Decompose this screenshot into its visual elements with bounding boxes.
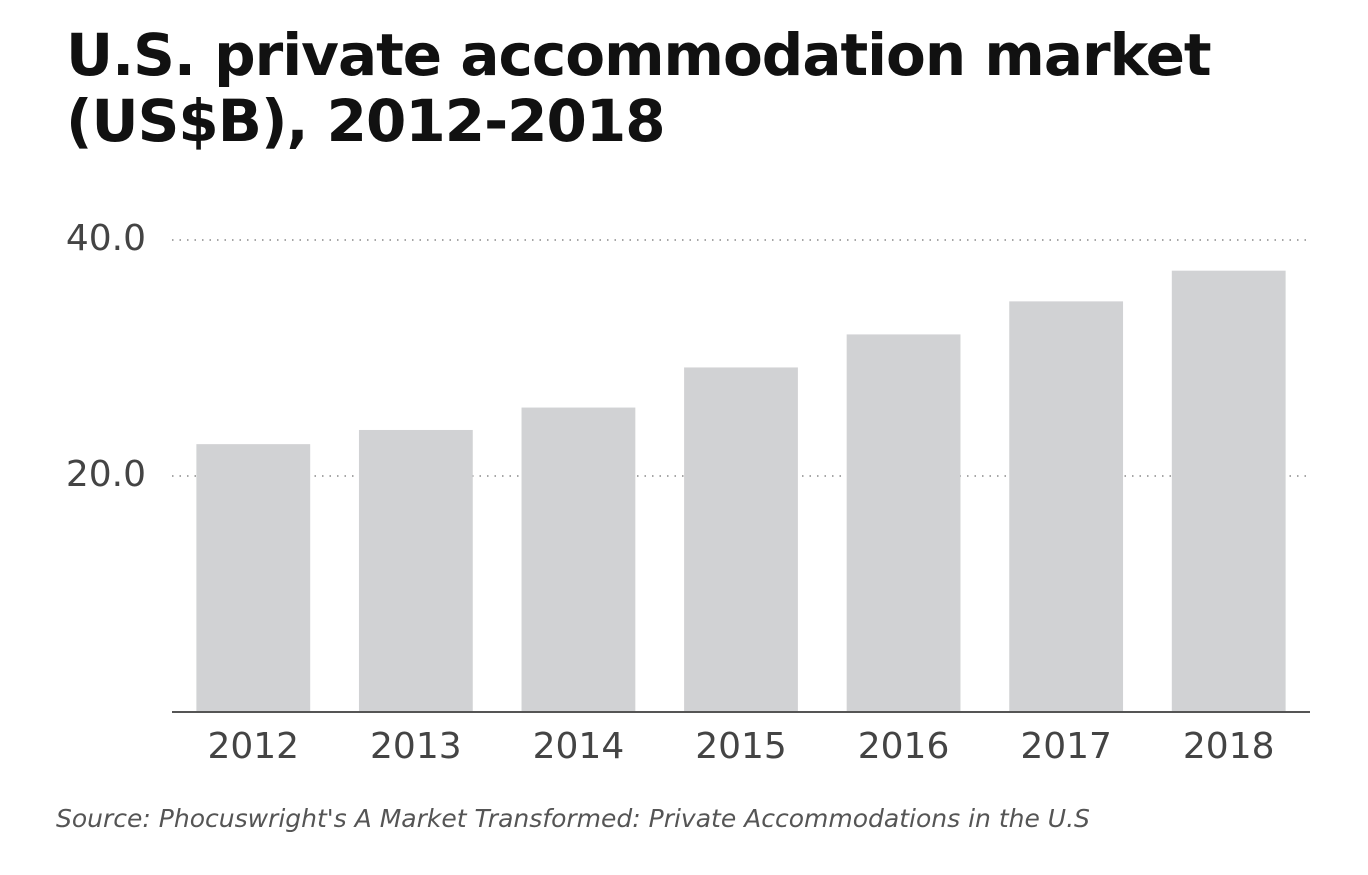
x-tick-label: 2016 <box>858 726 950 767</box>
source-note: Source: Phocuswright's A Market Transfor… <box>56 804 1090 833</box>
bar <box>521 407 636 712</box>
x-tick-label: 2015 <box>695 726 787 767</box>
x-tick-label: 2014 <box>533 726 625 767</box>
x-tick-label: 2017 <box>1020 726 1112 767</box>
bar <box>846 334 961 712</box>
bar <box>684 367 798 712</box>
x-tick-label: 2012 <box>207 726 299 767</box>
y-tick-label: 20.0 <box>66 454 146 495</box>
bar <box>358 429 473 712</box>
y-tick-label: 40.0 <box>66 218 146 259</box>
bar <box>1009 301 1124 712</box>
bar <box>1171 270 1286 712</box>
chart: 20.0 40.0 2012 2013 2014 2015 2016 2017 2018 <box>66 218 1310 767</box>
chart-title: U.S. private accommodation market (US$B)… <box>66 21 1212 155</box>
x-tick-label: 2018 <box>1183 726 1275 767</box>
bar <box>196 444 311 712</box>
x-tick-label: 2013 <box>370 726 462 767</box>
